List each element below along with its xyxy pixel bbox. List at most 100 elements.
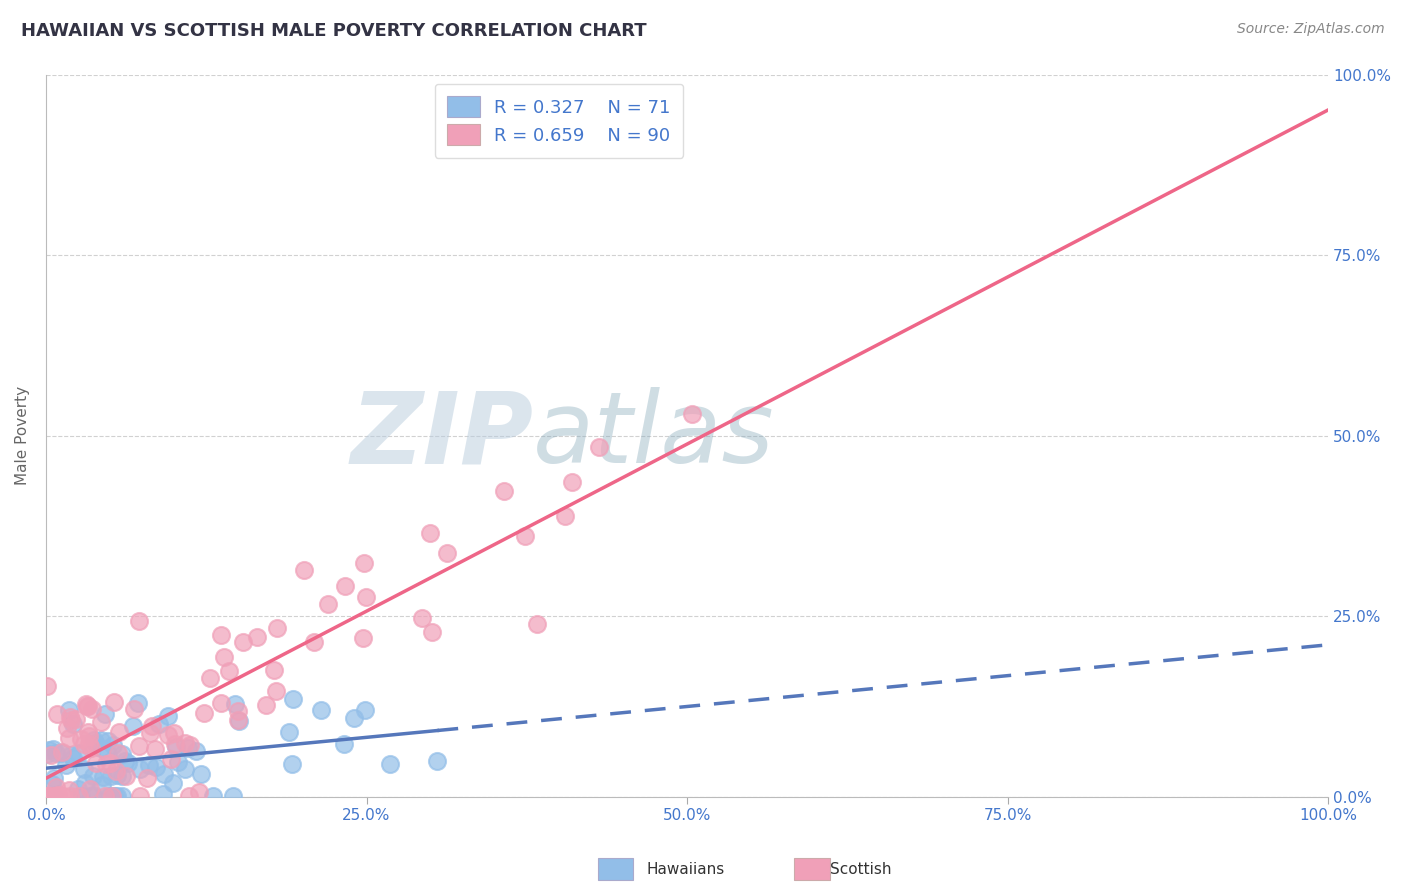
Point (56, 721, 79, 735)
Point (96, 756, 118, 771)
Point (107, 746, 129, 760)
Point (316, 597, 339, 611)
Point (190, 767, 212, 781)
Point (76, 699, 98, 714)
Point (122, 718, 145, 732)
Text: atlas: atlas (533, 387, 775, 484)
Point (162, 776, 184, 790)
Point (73, 737, 96, 751)
Point (79, 737, 101, 751)
Point (55, 757, 77, 772)
Point (51, 745, 73, 759)
Point (67, 747, 90, 761)
Point (174, 736, 197, 750)
Point (42, 742, 65, 756)
Point (166, 755, 188, 769)
Point (90, 733, 112, 747)
Point (91, 770, 114, 784)
Point (152, 766, 174, 780)
Text: Source: ZipAtlas.com: Source: ZipAtlas.com (1237, 22, 1385, 37)
Legend: R = 0.327    N = 71, R = 0.659    N = 90: R = 0.327 N = 71, R = 0.659 N = 90 (434, 84, 683, 158)
Point (45, 707, 67, 722)
Point (124, 702, 146, 716)
Point (292, 563, 315, 577)
Point (62, 716, 84, 731)
Point (129, 789, 152, 803)
Point (104, 764, 127, 778)
Y-axis label: Male Poverty: Male Poverty (15, 386, 30, 485)
Point (266, 621, 288, 635)
Point (526, 616, 548, 631)
Point (90, 741, 112, 756)
Point (44, 789, 66, 803)
Point (246, 630, 269, 644)
Point (80, 702, 103, 716)
Point (278, 725, 301, 739)
Point (65, 712, 87, 726)
Point (212, 649, 235, 664)
Point (152, 787, 174, 801)
Point (177, 740, 200, 755)
Point (209, 696, 232, 710)
Point (117, 756, 139, 770)
Point (184, 744, 207, 758)
Point (105, 768, 128, 782)
Point (58, 731, 80, 745)
Point (426, 754, 449, 768)
Point (37, 747, 59, 761)
Point (45, 746, 67, 760)
Point (77, 729, 100, 743)
Point (165, 739, 187, 754)
Point (209, 628, 232, 642)
Point (38, 743, 60, 757)
Point (41, 776, 63, 790)
Point (218, 664, 240, 678)
Point (98, 789, 121, 803)
Point (46, 789, 69, 803)
Point (115, 769, 138, 783)
Point (62, 751, 84, 765)
Point (281, 691, 304, 706)
Point (100, 789, 122, 803)
Point (264, 684, 287, 698)
Point (41, 789, 63, 803)
Point (436, 546, 458, 560)
Point (335, 579, 357, 593)
Point (352, 631, 374, 645)
Text: HAWAIIAN VS SCOTTISH MALE POVERTY CORRELATION CHART: HAWAIIAN VS SCOTTISH MALE POVERTY CORREL… (21, 22, 647, 40)
Point (378, 756, 401, 771)
Point (145, 742, 167, 756)
Point (354, 590, 377, 604)
Point (411, 611, 433, 625)
Point (148, 717, 170, 731)
Point (141, 719, 163, 733)
Point (73, 776, 96, 790)
Point (84, 736, 107, 750)
Point (145, 760, 167, 774)
Point (139, 726, 162, 740)
Point (138, 758, 160, 772)
Point (59, 710, 82, 724)
Point (80, 741, 103, 756)
Point (353, 556, 375, 570)
Point (302, 635, 325, 649)
Point (588, 440, 610, 454)
Point (513, 529, 536, 543)
Point (128, 739, 150, 753)
Point (105, 789, 128, 803)
Point (97, 734, 120, 748)
Point (75, 697, 97, 711)
Point (42, 772, 65, 786)
Point (91, 778, 114, 792)
Point (58, 783, 80, 797)
Point (232, 635, 254, 649)
Point (494, 484, 516, 499)
Point (60, 713, 83, 727)
Point (59, 748, 82, 763)
Point (73, 762, 96, 776)
Point (419, 525, 441, 540)
Point (52, 789, 75, 803)
Text: ZIP: ZIP (350, 387, 533, 484)
Point (111, 747, 134, 761)
Point (59, 789, 82, 803)
